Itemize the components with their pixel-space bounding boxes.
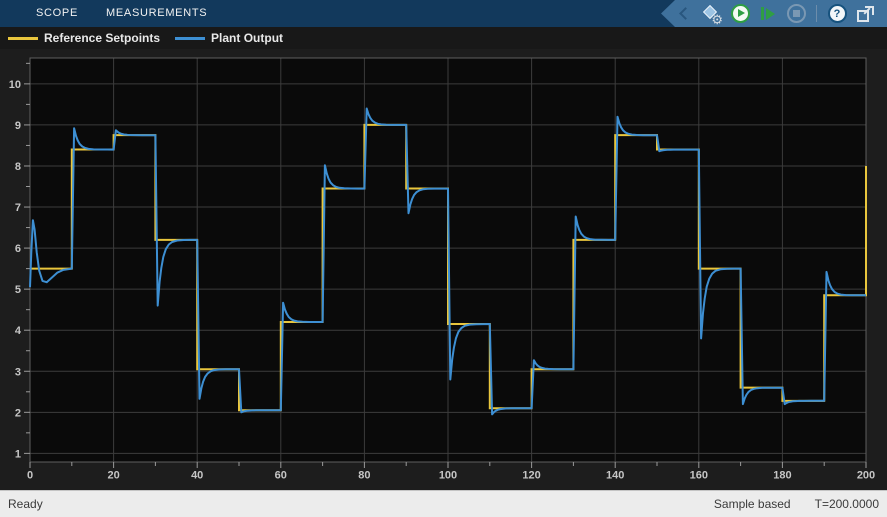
popout-box-shape: [856, 10, 869, 22]
y-tick-label: 1: [15, 448, 21, 460]
y-tick-label: 5: [15, 284, 21, 296]
x-tick-label: 120: [522, 470, 540, 482]
popout-corner-shape: [864, 6, 874, 15]
x-tick-label: 60: [275, 470, 287, 482]
popout-button[interactable]: [853, 2, 877, 26]
popout-icon: [856, 5, 874, 22]
stop-button: [784, 2, 808, 26]
x-tick-label: 180: [773, 470, 791, 482]
y-tick-label: 10: [9, 79, 21, 91]
stop-icon: [786, 4, 806, 23]
help-button[interactable]: ?: [825, 2, 849, 26]
status-sample-mode: Sample based: [713, 497, 791, 511]
y-tick-label: 4: [15, 325, 22, 337]
x-tick-label: 40: [191, 470, 203, 482]
y-tick-label: 3: [15, 366, 21, 378]
run-button[interactable]: [728, 2, 752, 26]
gear-icon: ⚙: [711, 11, 723, 27]
legend-label: Reference Setpoints: [44, 31, 161, 45]
legend-swatch-yellow: [8, 36, 38, 40]
y-tick-label: 6: [15, 243, 21, 255]
status-sim-time: T=200.0000: [814, 497, 879, 511]
simulation-settings-icon: ⚙: [702, 4, 723, 27]
legend: Reference Setpoints Plant Output: [0, 27, 887, 49]
y-tick-label: 7: [15, 202, 21, 214]
x-tick-label: 140: [606, 470, 624, 482]
tab-scope[interactable]: SCOPE: [36, 7, 79, 19]
x-tick-label: 80: [358, 470, 370, 482]
legend-swatch-blue: [175, 36, 206, 40]
x-tick-label: 20: [107, 470, 119, 482]
x-tick-label: 160: [690, 470, 708, 482]
step-bar-shape: [761, 7, 764, 20]
toolstrip-tabbar: SCOPE MEASUREMENTS ⚙: [0, 0, 887, 27]
step-forward-icon: [761, 7, 775, 20]
toolbar-tray: ⚙ ?: [661, 0, 887, 27]
legend-item-reference-setpoints[interactable]: Reference Setpoints: [8, 31, 160, 45]
help-icon: ?: [827, 4, 847, 23]
y-tick-label: 2: [15, 407, 21, 419]
series-plant-output: [29, 107, 866, 416]
x-tick-label: 100: [439, 470, 457, 482]
stop-square-shape: [792, 10, 800, 17]
step-forward-button[interactable]: [756, 2, 780, 26]
legend-item-plant-output[interactable]: Plant Output: [175, 31, 283, 45]
y-tick-label: 9: [15, 120, 21, 132]
status-bar: Ready Sample based T=200.0000: [0, 490, 887, 517]
x-tick-label: 200: [857, 470, 875, 482]
toolbar-separator: [816, 5, 817, 22]
simulation-settings-button[interactable]: ⚙: [700, 2, 724, 26]
step-triangle-shape: [766, 7, 775, 20]
chart-canvas[interactable]: 0 20 40 60 80 100 120 140 160 180 200 1 2 3 4 5 6 7 8 9 10: [0, 49, 887, 490]
tab-measurements[interactable]: MEASUREMENTS: [106, 7, 208, 19]
status-ready-text: Ready: [8, 497, 43, 511]
legend-label: Plant Output: [211, 31, 284, 45]
x-tick-label: 0: [27, 470, 33, 482]
collapse-tray-chevron-icon[interactable]: [679, 7, 692, 20]
scope-plot-region: 0 20 40 60 80 100 120 140 160 180 200 1 2 3 4 5 6 7 8 9 10: [0, 49, 887, 490]
y-tick-label: 8: [15, 161, 21, 173]
run-icon: [730, 4, 750, 23]
